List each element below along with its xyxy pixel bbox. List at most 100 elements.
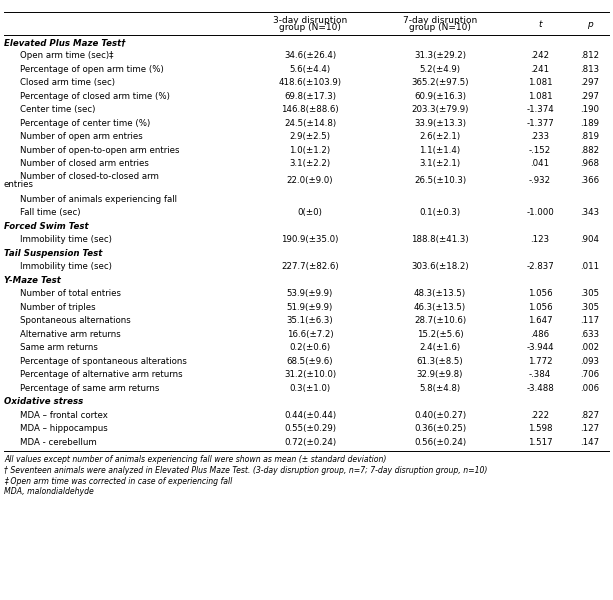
Text: Number of total entries: Number of total entries — [20, 289, 121, 298]
Text: 1.081: 1.081 — [528, 79, 552, 88]
Text: Percentage of alternative arm returns: Percentage of alternative arm returns — [20, 370, 183, 379]
Text: 2.9(±2.5): 2.9(±2.5) — [289, 133, 330, 142]
Text: .343: .343 — [581, 208, 600, 217]
Text: .189: .189 — [581, 119, 600, 128]
Text: 365.2(±97.5): 365.2(±97.5) — [411, 79, 469, 88]
Text: 227.7(±82.6): 227.7(±82.6) — [281, 262, 339, 271]
Text: 0.56(±0.24): 0.56(±0.24) — [414, 438, 466, 447]
Text: Fall time (sec): Fall time (sec) — [20, 208, 80, 217]
Text: -3.944: -3.944 — [526, 343, 554, 352]
Text: .222: .222 — [530, 411, 550, 420]
Text: .366: .366 — [581, 176, 600, 185]
Text: .041: .041 — [530, 160, 550, 169]
Text: 2.4(±1.6): 2.4(±1.6) — [419, 343, 460, 352]
Text: .297: .297 — [581, 92, 600, 101]
Text: Number of triples: Number of triples — [20, 303, 96, 312]
Text: Forced Swim Test: Forced Swim Test — [4, 222, 89, 231]
Text: 146.8(±88.6): 146.8(±88.6) — [281, 106, 339, 115]
Text: All values except number of animals experiencing fall were shown as mean (± stan: All values except number of animals expe… — [4, 455, 386, 464]
Text: 0.36(±0.25): 0.36(±0.25) — [414, 424, 466, 433]
Text: 203.3(±79.9): 203.3(±79.9) — [411, 106, 469, 115]
Text: † Seventeen animals were analyzed in Elevated Plus Maze Test. (3-day disruption : † Seventeen animals were analyzed in Ele… — [4, 466, 487, 475]
Text: 16.6(±7.2): 16.6(±7.2) — [287, 330, 333, 339]
Text: 31.2(±10.0): 31.2(±10.0) — [284, 370, 336, 379]
Text: Number of closed-to-closed arm: Number of closed-to-closed arm — [20, 172, 159, 181]
Text: MDA – frontal cortex: MDA – frontal cortex — [20, 411, 108, 420]
Text: .297: .297 — [581, 79, 600, 88]
Text: .127: .127 — [581, 424, 600, 433]
Text: 1.1(±1.4): 1.1(±1.4) — [419, 146, 460, 155]
Text: 60.9(±16.3): 60.9(±16.3) — [414, 92, 466, 101]
Text: Number of open arm entries: Number of open arm entries — [20, 133, 143, 142]
Text: .233: .233 — [530, 133, 550, 142]
Text: 51.9(±9.9): 51.9(±9.9) — [287, 303, 333, 312]
Text: Y-Maze Test: Y-Maze Test — [4, 276, 61, 285]
Text: 5.6(±4.4): 5.6(±4.4) — [289, 65, 330, 74]
Text: Spontaneous alternations: Spontaneous alternations — [20, 316, 131, 325]
Text: Same arm returns: Same arm returns — [20, 343, 98, 352]
Text: 31.3(±29.2): 31.3(±29.2) — [414, 52, 466, 61]
Text: 33.9(±13.3): 33.9(±13.3) — [414, 119, 466, 128]
Text: 1.0(±1.2): 1.0(±1.2) — [289, 146, 330, 155]
Text: 68.5(±9.6): 68.5(±9.6) — [287, 357, 333, 366]
Text: Percentage of closed arm time (%): Percentage of closed arm time (%) — [20, 92, 170, 101]
Text: 418.6(±103.9): 418.6(±103.9) — [278, 79, 341, 88]
Text: .827: .827 — [581, 411, 600, 420]
Text: group (N=10): group (N=10) — [279, 23, 341, 32]
Text: .305: .305 — [581, 289, 600, 298]
Text: .968: .968 — [581, 160, 600, 169]
Text: 61.3(±8.5): 61.3(±8.5) — [417, 357, 463, 366]
Text: .242: .242 — [530, 52, 550, 61]
Text: 188.8(±41.3): 188.8(±41.3) — [411, 235, 469, 244]
Text: Center time (sec): Center time (sec) — [20, 106, 96, 115]
Text: 3-day disruption: 3-day disruption — [273, 16, 347, 25]
Text: .486: .486 — [530, 330, 550, 339]
Text: 190.9(±35.0): 190.9(±35.0) — [281, 235, 339, 244]
Text: 22.0(±9.0): 22.0(±9.0) — [287, 176, 333, 185]
Text: 1.056: 1.056 — [528, 303, 552, 312]
Text: 1.517: 1.517 — [528, 438, 552, 447]
Text: -.152: -.152 — [529, 146, 551, 155]
Text: Open arm time (sec)‡: Open arm time (sec)‡ — [20, 52, 113, 61]
Text: .819: .819 — [581, 133, 600, 142]
Text: 7-day disruption: 7-day disruption — [403, 16, 477, 25]
Text: Elevated Plus Maze Test†: Elevated Plus Maze Test† — [4, 38, 126, 47]
Text: Immobility time (sec): Immobility time (sec) — [20, 262, 112, 271]
Text: group (N=10): group (N=10) — [409, 23, 471, 32]
Text: -3.488: -3.488 — [526, 384, 554, 393]
Text: .241: .241 — [530, 65, 550, 74]
Text: 1.598: 1.598 — [528, 424, 552, 433]
Text: Number of open-to-open arm entries: Number of open-to-open arm entries — [20, 146, 180, 155]
Text: .633: .633 — [581, 330, 600, 339]
Text: -1.374: -1.374 — [526, 106, 554, 115]
Text: 303.6(±18.2): 303.6(±18.2) — [411, 262, 469, 271]
Text: Percentage of center time (%): Percentage of center time (%) — [20, 119, 150, 128]
Text: 0.44(±0.44): 0.44(±0.44) — [284, 411, 336, 420]
Text: 35.1(±6.3): 35.1(±6.3) — [287, 316, 333, 325]
Text: MDA - cerebellum: MDA - cerebellum — [20, 438, 97, 447]
Text: 0.40(±0.27): 0.40(±0.27) — [414, 411, 466, 420]
Text: 1.772: 1.772 — [528, 357, 552, 366]
Text: Percentage of spontaneous alterations: Percentage of spontaneous alterations — [20, 357, 187, 366]
Text: 28.7(±10.6): 28.7(±10.6) — [414, 316, 466, 325]
Text: 3.1(±2.2): 3.1(±2.2) — [289, 160, 330, 169]
Text: 0.1(±0.3): 0.1(±0.3) — [419, 208, 460, 217]
Text: ‡ Open arm time was corrected in case of experiencing fall: ‡ Open arm time was corrected in case of… — [4, 476, 232, 485]
Text: 46.3(±13.5): 46.3(±13.5) — [414, 303, 466, 312]
Text: -.384: -.384 — [529, 370, 551, 379]
Text: 34.6(±26.4): 34.6(±26.4) — [284, 52, 336, 61]
Text: 0.3(±1.0): 0.3(±1.0) — [289, 384, 330, 393]
Text: .904: .904 — [581, 235, 600, 244]
Text: .813: .813 — [581, 65, 600, 74]
Text: 0(±0): 0(±0) — [297, 208, 322, 217]
Text: -1.377: -1.377 — [526, 119, 554, 128]
Text: 0.2(±0.6): 0.2(±0.6) — [289, 343, 330, 352]
Text: Percentage of same arm returns: Percentage of same arm returns — [20, 384, 159, 393]
Text: Oxidative stress: Oxidative stress — [4, 397, 83, 406]
Text: Number of animals experiencing fall: Number of animals experiencing fall — [20, 195, 177, 204]
Text: .002: .002 — [581, 343, 600, 352]
Text: .882: .882 — [581, 146, 600, 155]
Text: Tail Suspension Test: Tail Suspension Test — [4, 249, 102, 258]
Text: 69.8(±17.3): 69.8(±17.3) — [284, 92, 336, 101]
Text: 3.1(±2.1): 3.1(±2.1) — [419, 160, 460, 169]
